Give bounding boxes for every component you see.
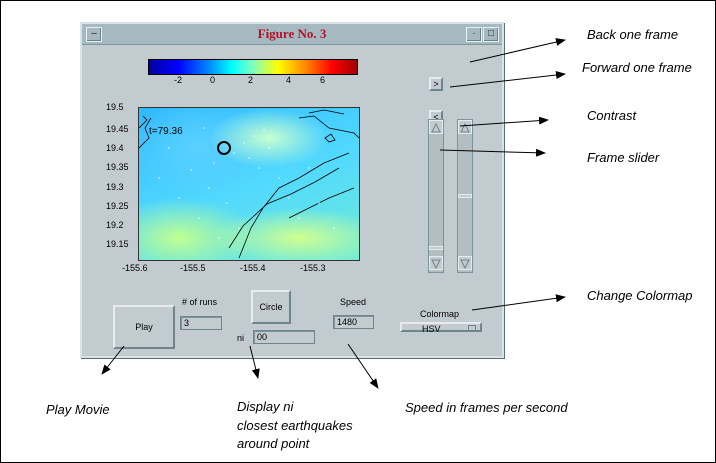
- contrast-slider[interactable]: [457, 119, 473, 273]
- fault-lines: [139, 109, 359, 259]
- ni-label: ni: [237, 333, 245, 343]
- annotation-speed-fps: Speed in frames per second: [405, 400, 568, 415]
- colorbar-tick: 0: [210, 75, 216, 85]
- x-tick: -155.4: [240, 263, 266, 273]
- frame-slider-down-arrow[interactable]: [429, 256, 443, 270]
- contrast-slider-thumb[interactable]: [458, 194, 472, 198]
- play-button[interactable]: Play: [113, 305, 175, 349]
- annotation-display-ni-2: closest earthquakes: [237, 418, 353, 433]
- contrast-slider-up-arrow[interactable]: [458, 120, 472, 134]
- seismicity-plot[interactable]: t=79.36: [138, 107, 360, 261]
- colormap-select[interactable]: HSV: [400, 322, 482, 334]
- annotation-forward-one-frame: Forward one frame: [582, 60, 692, 75]
- window-menu-button[interactable]: –: [86, 27, 102, 42]
- x-tick: -155.6: [122, 263, 148, 273]
- circle-button[interactable]: Circle: [251, 290, 291, 324]
- time-label: t=79.36: [149, 126, 183, 137]
- maximize-button[interactable]: □: [483, 27, 499, 42]
- y-tick: 19.4: [106, 143, 124, 153]
- y-tick: 19.5: [106, 102, 124, 112]
- runs-label: # of runs: [182, 297, 218, 307]
- y-tick: 19.25: [106, 201, 129, 211]
- frame-slider-up-arrow[interactable]: [429, 120, 443, 134]
- y-tick: 19.35: [106, 162, 129, 172]
- y-tick: 19.2: [106, 220, 124, 230]
- ni-input[interactable]: 00: [253, 330, 315, 344]
- figure-window: – Figure No. 3 · □ -2 0 2 4 6: [80, 22, 504, 358]
- contrast-slider-down-arrow[interactable]: [458, 256, 472, 270]
- y-tick: 19.45: [106, 124, 129, 134]
- colorbar-tick: 4: [286, 75, 292, 85]
- frame-slider[interactable]: [428, 119, 444, 273]
- colorbar-tick: -2: [174, 75, 183, 85]
- window-title: Figure No. 3: [257, 26, 327, 41]
- annotation-display-ni-1: Display ni: [237, 399, 294, 414]
- speed-input[interactable]: 1480: [333, 315, 374, 329]
- back-frame-button[interactable]: >: [429, 77, 443, 91]
- speed-label: Speed: [340, 297, 367, 307]
- y-tick: 19.3: [106, 182, 124, 192]
- annotation-frame-slider: Frame slider: [587, 150, 660, 165]
- x-tick: -155.5: [180, 263, 206, 273]
- dropdown-indicator-icon: [468, 325, 476, 332]
- annotation-play-movie: Play Movie: [46, 402, 110, 417]
- colorbar: [148, 59, 358, 75]
- runs-input[interactable]: 3: [180, 316, 222, 330]
- annotation-contrast: Contrast: [587, 108, 637, 123]
- colorbar-tick: 6: [320, 75, 326, 85]
- selection-circle: [217, 141, 231, 155]
- figure-content: -2 0 2 4 6: [82, 45, 502, 356]
- frame-slider-thumb[interactable]: [429, 246, 443, 250]
- annotation-change-colormap: Change Colormap: [587, 288, 693, 303]
- y-tick: 19.15: [106, 239, 129, 249]
- colormap-label: Colormap: [420, 309, 460, 319]
- colorbar-tick: 2: [248, 75, 254, 85]
- x-tick: -155.3: [300, 263, 326, 273]
- colormap-select-value: HSV: [422, 324, 441, 334]
- title-bar[interactable]: – Figure No. 3 · □: [82, 24, 502, 45]
- minimize-button[interactable]: ·: [466, 27, 482, 42]
- annotation-back-one-frame: Back one frame: [587, 27, 679, 42]
- annotation-display-ni-3: around point: [237, 436, 310, 451]
